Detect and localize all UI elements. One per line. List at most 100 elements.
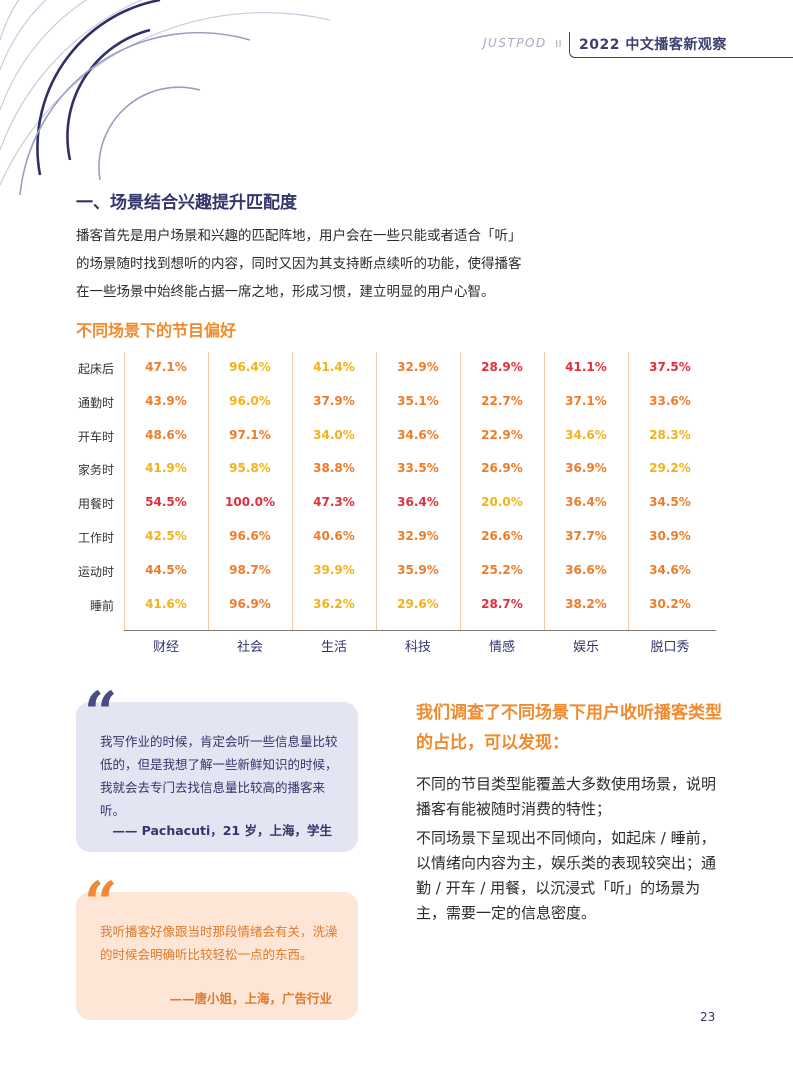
table-cell: 34.5% — [649, 495, 691, 510]
finding-paragraph: 不同场景下呈现出不同倾向，如起床 / 睡前，以情绪向内容为主，娱乐类的表现较突出… — [416, 829, 717, 922]
table-cell: 33.5% — [397, 461, 439, 476]
table-cell: 35.1% — [397, 393, 439, 408]
table-cell: 38.8% — [313, 461, 355, 476]
table-cell: 38.2% — [565, 596, 607, 611]
page-header: JUSTPOD ıı 2022 中文播客新观察 — [483, 26, 793, 62]
table-cell: 32.9% — [397, 529, 439, 543]
quote-mark-icon: “ — [84, 869, 118, 937]
column-label: 社会 — [236, 640, 263, 655]
table-cell: 97.1% — [229, 427, 271, 442]
preference-table: 财经 社会 生活 科技 情感 娱乐 脱口秀 起床后 47.1% 96.4% 41.4% 32.9% 28… — [62, 352, 722, 662]
quote-mark-icon: “ — [84, 679, 118, 747]
table-cell: 33.6% — [649, 393, 691, 408]
table-cell: 41.9% — [145, 461, 187, 476]
column-divider — [628, 352, 629, 630]
table-cell: 34.0% — [313, 427, 355, 442]
header-rule — [569, 32, 793, 58]
table-cell: 39.9% — [313, 562, 355, 577]
table-cell: 37.1% — [565, 393, 607, 408]
decorative-arcs — [0, 0, 330, 196]
column-label: 生活 — [320, 640, 347, 655]
table-cell: 100.0% — [225, 495, 275, 510]
table-cell: 41.6% — [145, 596, 187, 611]
row-label: 家务时 — [77, 463, 114, 478]
table-baseline — [124, 630, 716, 631]
column-divider — [376, 352, 377, 630]
row-label: 开车时 — [77, 429, 114, 444]
quote-text: 我写作业的时候，肯定会听一些信息量比较低的，但是我想了解一些新鲜知识的时候，我就… — [100, 734, 338, 818]
section-title: 一、场景结合兴趣提升匹配度 — [76, 193, 297, 213]
row-label: 起床后 — [77, 362, 114, 376]
row-label: 睡前 — [89, 598, 114, 613]
column-label: 娱乐 — [572, 640, 599, 655]
table-cell: 43.9% — [145, 393, 187, 408]
quote-source: ——唐小姐，上海，广告行业 — [169, 991, 332, 1006]
table-cell: 22.9% — [481, 427, 523, 442]
table-cell: 36.2% — [313, 596, 355, 611]
table-title: 不同场景下的节目偏好 — [76, 321, 237, 340]
table-cell: 32.9% — [397, 360, 439, 374]
column-divider — [208, 352, 209, 630]
table-cell: 41.1% — [565, 360, 607, 374]
findings-body: 不同的节目类型能覆盖大多数使用场景，说明播客有能被随时消费的特性； 不同场景下呈… — [416, 772, 722, 930]
column-divider — [292, 352, 293, 630]
table-cell: 37.5% — [649, 360, 691, 374]
table-cell: 26.6% — [481, 529, 523, 543]
quote-source: —— Pachacuti，21 岁，上海，学生 — [112, 823, 332, 838]
table-cell: 34.6% — [565, 427, 607, 442]
table-cell: 28.7% — [481, 596, 523, 611]
table-cell: 40.6% — [313, 529, 355, 543]
row-label: 工作时 — [77, 531, 114, 545]
column-label: 情感 — [488, 640, 515, 655]
column-divider — [460, 352, 461, 630]
sound-wave-icon: ıı — [555, 36, 562, 50]
intro-line: 的场景随时找到想听的内容，同时又因为其支持断点续听的功能，使得播客 — [76, 256, 522, 272]
table-cell: 29.2% — [649, 461, 691, 476]
findings-heading: 我们调查了不同场景下用户收听播客类型的占比，可以发现： — [416, 703, 722, 753]
brand-logo: JUSTPOD — [483, 36, 547, 50]
column-label: 脱口秀 — [650, 640, 690, 655]
table-cell: 36.4% — [565, 495, 607, 510]
table-cell: 28.3% — [649, 427, 691, 442]
table-cell: 37.7% — [565, 529, 607, 543]
table-cell: 26.9% — [481, 461, 523, 476]
table-cell: 28.9% — [481, 360, 523, 374]
table-cell: 35.9% — [397, 562, 439, 577]
table-cell: 96.6% — [229, 529, 271, 543]
intro-line: 播客首先是用户场景和兴趣的匹配阵地，用户会在一些只能或者适合「听」 — [76, 228, 522, 244]
table-cell: 22.7% — [481, 393, 523, 408]
quote-card: “ 我听播客好像跟当时那段情绪会有关，洗澡的时候会明确听比较轻松一点的东西。 —… — [76, 874, 358, 1020]
table-cell: 47.3% — [313, 495, 355, 510]
table-cell: 96.0% — [229, 393, 271, 408]
table-cell: 44.5% — [145, 562, 187, 577]
table-cell: 95.8% — [229, 461, 271, 476]
quote-card: “ 我写作业的时候，肯定会听一些信息量比较低的，但是我想了解一些新鲜知识的时候，… — [76, 684, 358, 852]
column-label: 科技 — [404, 640, 431, 655]
table-cell: 47.1% — [145, 360, 187, 374]
table-cell: 30.9% — [649, 529, 691, 543]
table-cell: 54.5% — [145, 495, 187, 510]
table-cell: 42.5% — [145, 529, 187, 543]
column-divider — [544, 352, 545, 630]
table-cell: 29.6% — [397, 596, 439, 611]
table-cell: 96.9% — [229, 596, 271, 611]
report-title: 2022 中文播客新观察 — [579, 37, 727, 53]
finding-paragraph: 不同的节目类型能覆盖大多数使用场景，说明播客有能被随时消费的特性； — [416, 775, 717, 818]
table-cell: 41.4% — [313, 360, 355, 374]
page-number: 23 — [700, 1010, 716, 1024]
row-label: 通勤时 — [77, 395, 114, 410]
intro-paragraph: 播客首先是用户场景和兴趣的匹配阵地，用户会在一些只能或者适合「听」 的场景随时找… — [76, 222, 576, 306]
table-cell: 20.0% — [481, 495, 523, 510]
table-cell: 36.6% — [565, 562, 607, 577]
table-cell: 25.2% — [481, 562, 523, 577]
column-label: 财经 — [152, 640, 179, 655]
table-cell: 48.6% — [145, 427, 187, 442]
table-cell: 98.7% — [229, 562, 271, 577]
table-cell: 36.4% — [397, 495, 439, 510]
intro-line: 在一些场景中始终能占据一席之地，形成习惯，建立明显的用户心智。 — [76, 284, 495, 300]
table-cell: 34.6% — [397, 427, 439, 442]
table-cell: 37.9% — [313, 393, 355, 408]
table-cell: 96.4% — [229, 360, 271, 374]
row-label: 用餐时 — [77, 497, 114, 512]
table-cell: 34.6% — [649, 562, 691, 577]
